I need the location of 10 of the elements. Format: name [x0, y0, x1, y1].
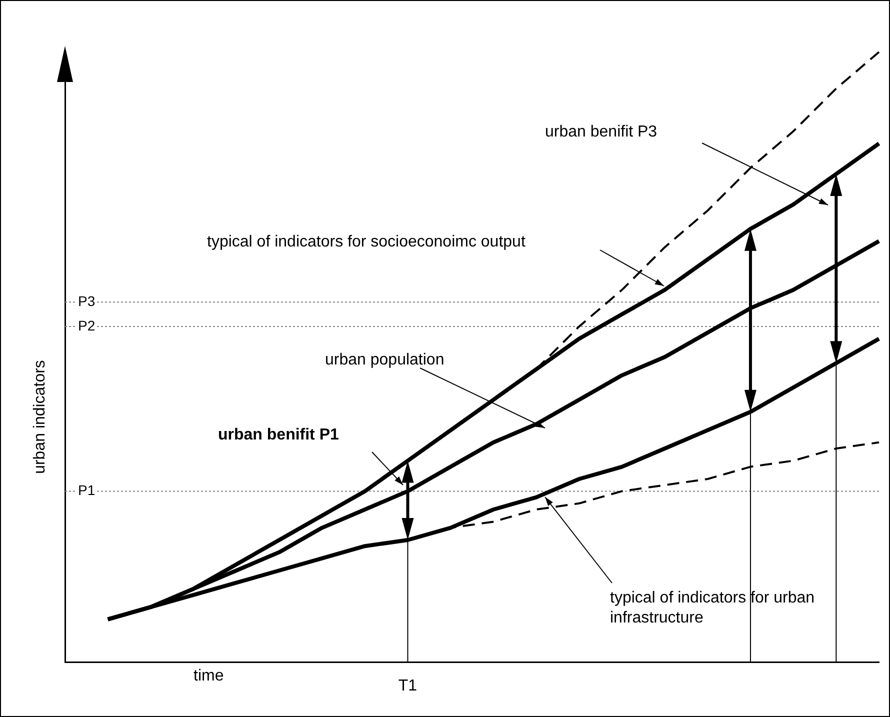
y-axis-title: urban indicators — [31, 360, 48, 474]
ref-line-label: P2 — [78, 317, 96, 334]
ref-line-label: P3 — [78, 292, 96, 309]
x-axis-title: time — [194, 667, 224, 684]
ref-line-label: P1 — [78, 482, 96, 498]
annotation: urban benifit P1 — [218, 426, 339, 444]
annotation: typical of indicators for socioeconoimc output — [207, 233, 526, 250]
text: T1 — [398, 677, 418, 694]
annotation: urban population — [325, 351, 444, 368]
annotation: urban benifit P3 — [545, 123, 658, 140]
